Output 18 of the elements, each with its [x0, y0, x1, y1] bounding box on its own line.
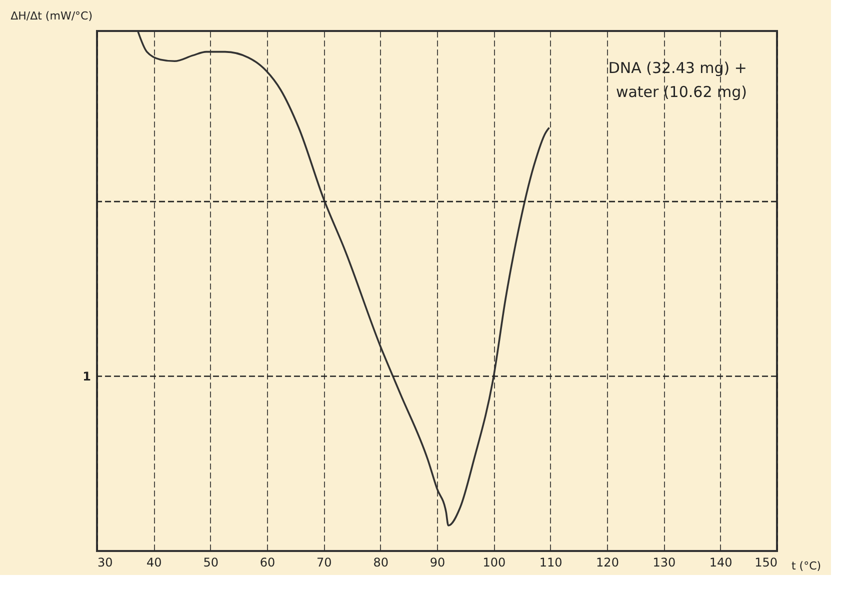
x-tick-label: 50 — [203, 556, 218, 570]
x-tick-label: 70 — [316, 556, 332, 570]
x-tick-label: 30 — [98, 556, 113, 570]
x-tick-label: 120 — [596, 556, 619, 570]
annotation: water (10.62 mg) — [616, 83, 747, 101]
x-tick-label: 80 — [373, 556, 388, 570]
x-tick-label: 40 — [146, 556, 162, 570]
x-tick-label: 140 — [709, 556, 732, 570]
x-tick-label: 90 — [430, 556, 446, 570]
x-axis-title: t (°C) — [792, 560, 822, 572]
x-tick-label: 100 — [482, 556, 506, 570]
x-tick-label: 110 — [539, 556, 562, 570]
x-tick-label: 150 — [754, 556, 778, 570]
x-tick-label: 130 — [652, 556, 676, 570]
text: 1 — [82, 369, 91, 384]
x-tick-label: 60 — [260, 556, 276, 570]
y-axis-title: ΔH/Δt (mW/°C) — [10, 10, 92, 22]
annotation: DNA (32.43 mg) + — [608, 59, 747, 77]
